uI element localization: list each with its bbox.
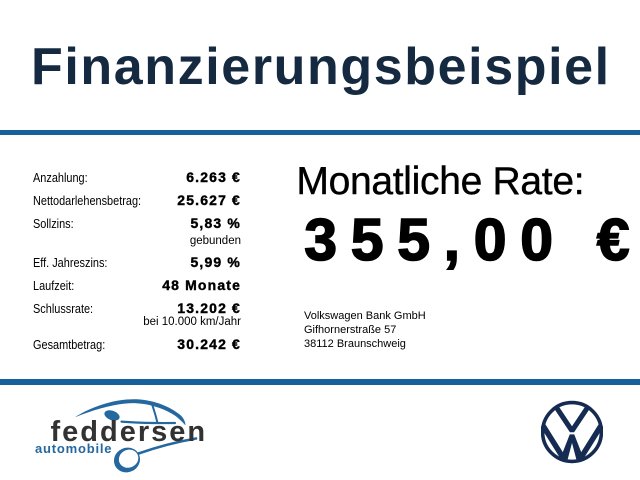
svg-text:feddersen: feddersen <box>51 416 208 448</box>
svg-text:automobile: automobile <box>35 441 112 456</box>
